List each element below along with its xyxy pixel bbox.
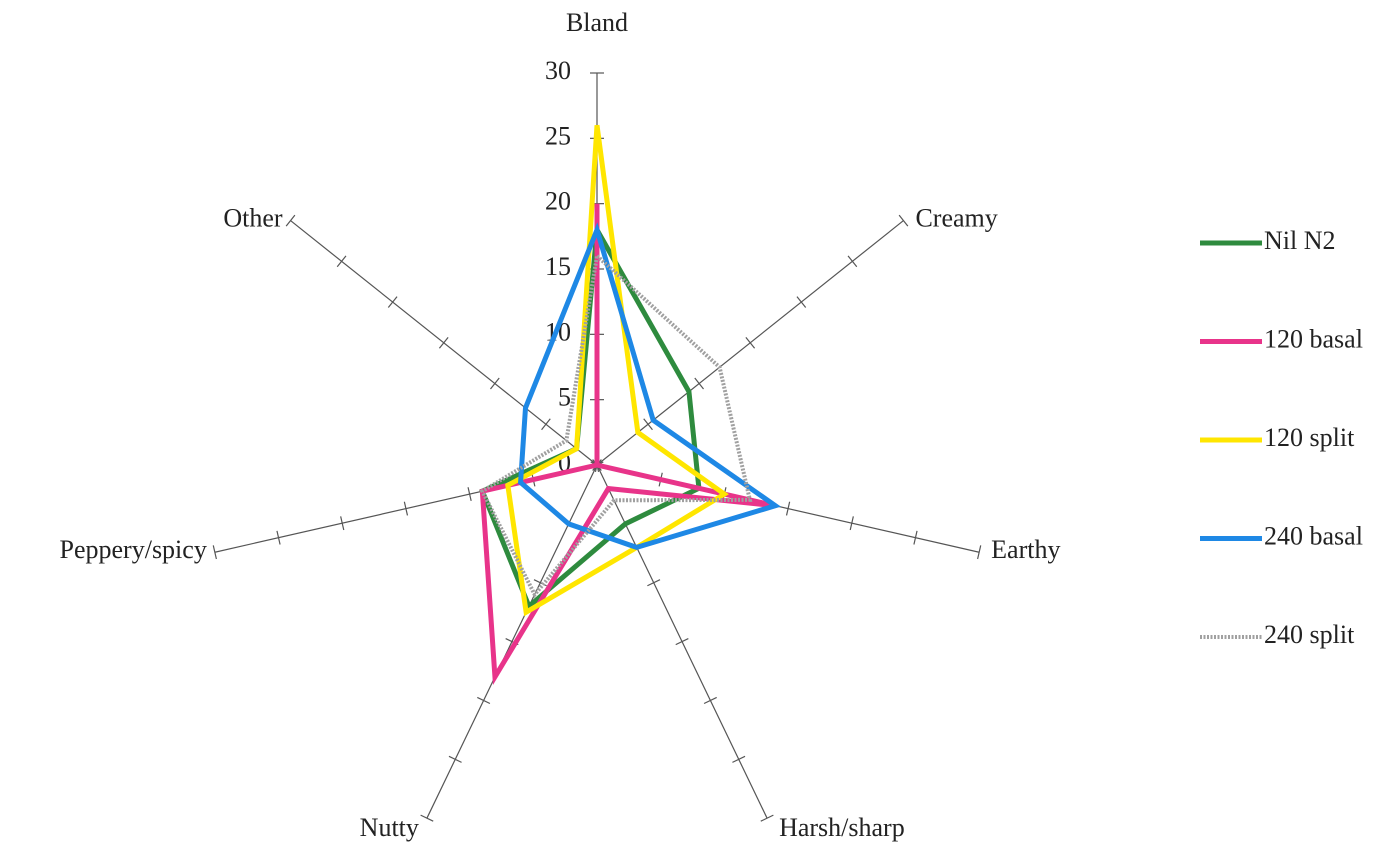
category-label: Earthy [991,535,1060,564]
r-tick-label: 30 [545,56,571,85]
tick-mark [745,336,756,349]
r-tick-label: 15 [545,252,571,281]
category-label: Creamy [915,204,997,233]
tick-mark [285,214,296,227]
tick-mark [438,336,449,349]
tick-mark [913,530,918,545]
tick-mark [898,214,909,227]
tick-mark [387,296,398,308]
tick-mark [467,487,472,502]
legend-label: 240 basal [1264,521,1363,550]
legend-label: 120 split [1264,423,1355,452]
category-label: Harsh/sharp [779,813,905,842]
tick-mark [336,255,347,268]
series-line [505,124,729,617]
legend-label: 120 basal [1264,324,1363,353]
category-label: Other [223,204,283,233]
legend-label: 240 split [1264,620,1355,649]
category-label: Peppery/spicy [60,535,207,564]
tick-mark [276,530,281,545]
tick-mark [694,377,704,390]
tick-mark [703,696,717,705]
tick-mark [732,755,746,763]
tick-mark [420,814,434,822]
tick-mark [541,418,551,431]
tick-mark [849,516,854,531]
tick-mark [212,545,217,560]
tick-mark [785,501,791,516]
tick-mark [760,814,774,822]
legend-label: Nil N2 [1264,226,1336,255]
series-line [517,222,782,551]
tick-mark [477,696,491,705]
tick-mark [403,501,409,516]
tick-mark [977,545,982,560]
r-tick-label: 5 [558,383,571,412]
category-label: Bland [566,8,628,37]
tick-mark [490,377,500,390]
category-label: Nutty [360,813,419,842]
tick-mark [675,638,689,646]
tick-mark [796,296,807,308]
r-tick-label: 25 [545,121,571,150]
series-line [479,203,776,686]
tick-mark [847,255,858,268]
tick-mark [643,418,653,431]
tick-mark [340,516,345,531]
tick-mark [448,755,462,763]
tick-mark [647,579,661,587]
r-tick-label: 20 [545,187,571,216]
